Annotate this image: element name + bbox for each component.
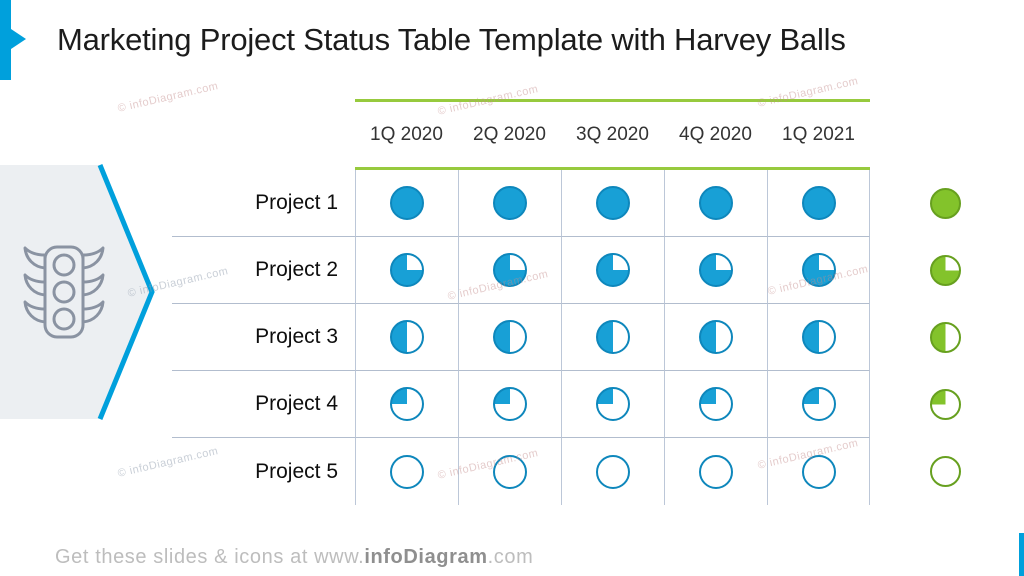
- summary-harvey-ball-100-percent: [930, 188, 961, 219]
- status-cell: [355, 304, 458, 371]
- harvey-ball-75-percent: [390, 253, 424, 287]
- status-cell: [458, 371, 561, 438]
- footer-prefix: Get these slides & icons at www.: [55, 546, 365, 568]
- status-cell: [767, 170, 870, 237]
- status-cell: [664, 304, 767, 371]
- harvey-ball-0-percent: [699, 454, 733, 489]
- bottom-right-accent-bar: [1019, 533, 1024, 576]
- footer-suffix: .com: [487, 546, 534, 568]
- status-cell: [355, 371, 458, 438]
- harvey-ball-100-percent: [390, 186, 424, 220]
- harvey-ball-50-percent: [390, 320, 424, 354]
- status-cell: [767, 371, 870, 438]
- harvey-ball-25-percent: [801, 387, 836, 421]
- status-cell: [355, 438, 458, 505]
- harvey-ball-0-percent: [801, 454, 836, 489]
- status-cell: [561, 170, 664, 237]
- harvey-ball-50-percent: [699, 320, 733, 354]
- harvey-ball-100-percent: [493, 186, 527, 220]
- harvey-ball-25-percent: [390, 387, 424, 421]
- row-label: Project 3: [172, 304, 355, 371]
- column-header: 4Q 2020: [679, 123, 752, 145]
- status-cell: [561, 237, 664, 304]
- status-cell: [458, 237, 561, 304]
- header-bottom-border-line: [355, 167, 870, 170]
- footer-text: Get these slides & icons at www.infoDiag…: [55, 546, 533, 569]
- row-label: Project 1: [172, 170, 355, 237]
- status-cell: [458, 438, 561, 505]
- harvey-ball-75-percent: [596, 253, 630, 287]
- footer-brand: infoDiagram: [364, 546, 488, 568]
- row-label: Project 2: [172, 237, 355, 304]
- column-header: 1Q 2020: [370, 123, 443, 145]
- chevron-background-shape: [0, 165, 152, 419]
- watermark: © infoDiagram.com: [116, 80, 220, 115]
- harvey-ball-100-percent: [699, 186, 733, 220]
- harvey-ball-25-percent: [699, 387, 733, 421]
- status-cell: [664, 371, 767, 438]
- page-title: Marketing Project Status Table Template …: [57, 22, 846, 57]
- harvey-ball-100-percent: [801, 186, 836, 220]
- status-cell: [458, 170, 561, 237]
- status-cell: [458, 304, 561, 371]
- harvey-ball-25-percent: [493, 387, 527, 421]
- status-table: Project 1 Project 2 Project 3 Project 4 Proj…: [172, 170, 870, 505]
- table-header-row: 1Q 2020 2Q 2020 3Q 2020 4Q 2020 1Q 2021: [355, 102, 870, 167]
- column-header: 3Q 2020: [576, 123, 649, 145]
- row-label: Project 5: [255, 459, 338, 483]
- status-cell: [561, 371, 664, 438]
- side-chevron-graphic: [0, 164, 155, 420]
- column-header: 2Q 2020: [473, 123, 546, 145]
- table-top-border-line: [355, 99, 870, 102]
- top-left-accent-bar: [0, 0, 26, 80]
- column-header: 1Q 2021: [782, 123, 855, 145]
- harvey-ball-50-percent: [801, 320, 836, 354]
- status-cell: [561, 304, 664, 371]
- status-cell: [767, 237, 870, 304]
- harvey-ball-50-percent: [596, 320, 630, 354]
- summary-harvey-ball-25-percent: [930, 389, 961, 420]
- summary-harvey-ball-0-percent: [930, 456, 961, 487]
- row-label: Project 4: [172, 371, 355, 438]
- harvey-ball-75-percent: [801, 253, 836, 287]
- chevron-blue-edge: [97, 164, 155, 420]
- harvey-ball-75-percent: [493, 253, 527, 287]
- status-cell: [664, 170, 767, 237]
- status-cell: [767, 304, 870, 371]
- harvey-ball-0-percent: [493, 454, 527, 489]
- status-cell: [355, 170, 458, 237]
- status-cell: [664, 237, 767, 304]
- accent-chevron-shape: [0, 0, 26, 80]
- harvey-ball-0-percent: [596, 454, 630, 489]
- harvey-ball-0-percent: [390, 454, 424, 489]
- status-cell: [355, 237, 458, 304]
- harvey-ball-50-percent: [493, 320, 527, 354]
- status-cell: [767, 438, 870, 505]
- traffic-light-icon: [23, 245, 105, 339]
- summary-harvey-ball-75-percent: [930, 255, 961, 286]
- status-cell: [664, 438, 767, 505]
- harvey-ball-100-percent: [596, 186, 630, 220]
- summary-harvey-ball-50-percent: [930, 322, 961, 353]
- harvey-ball-75-percent: [699, 253, 733, 287]
- harvey-ball-25-percent: [596, 387, 630, 421]
- status-cell: [561, 438, 664, 505]
